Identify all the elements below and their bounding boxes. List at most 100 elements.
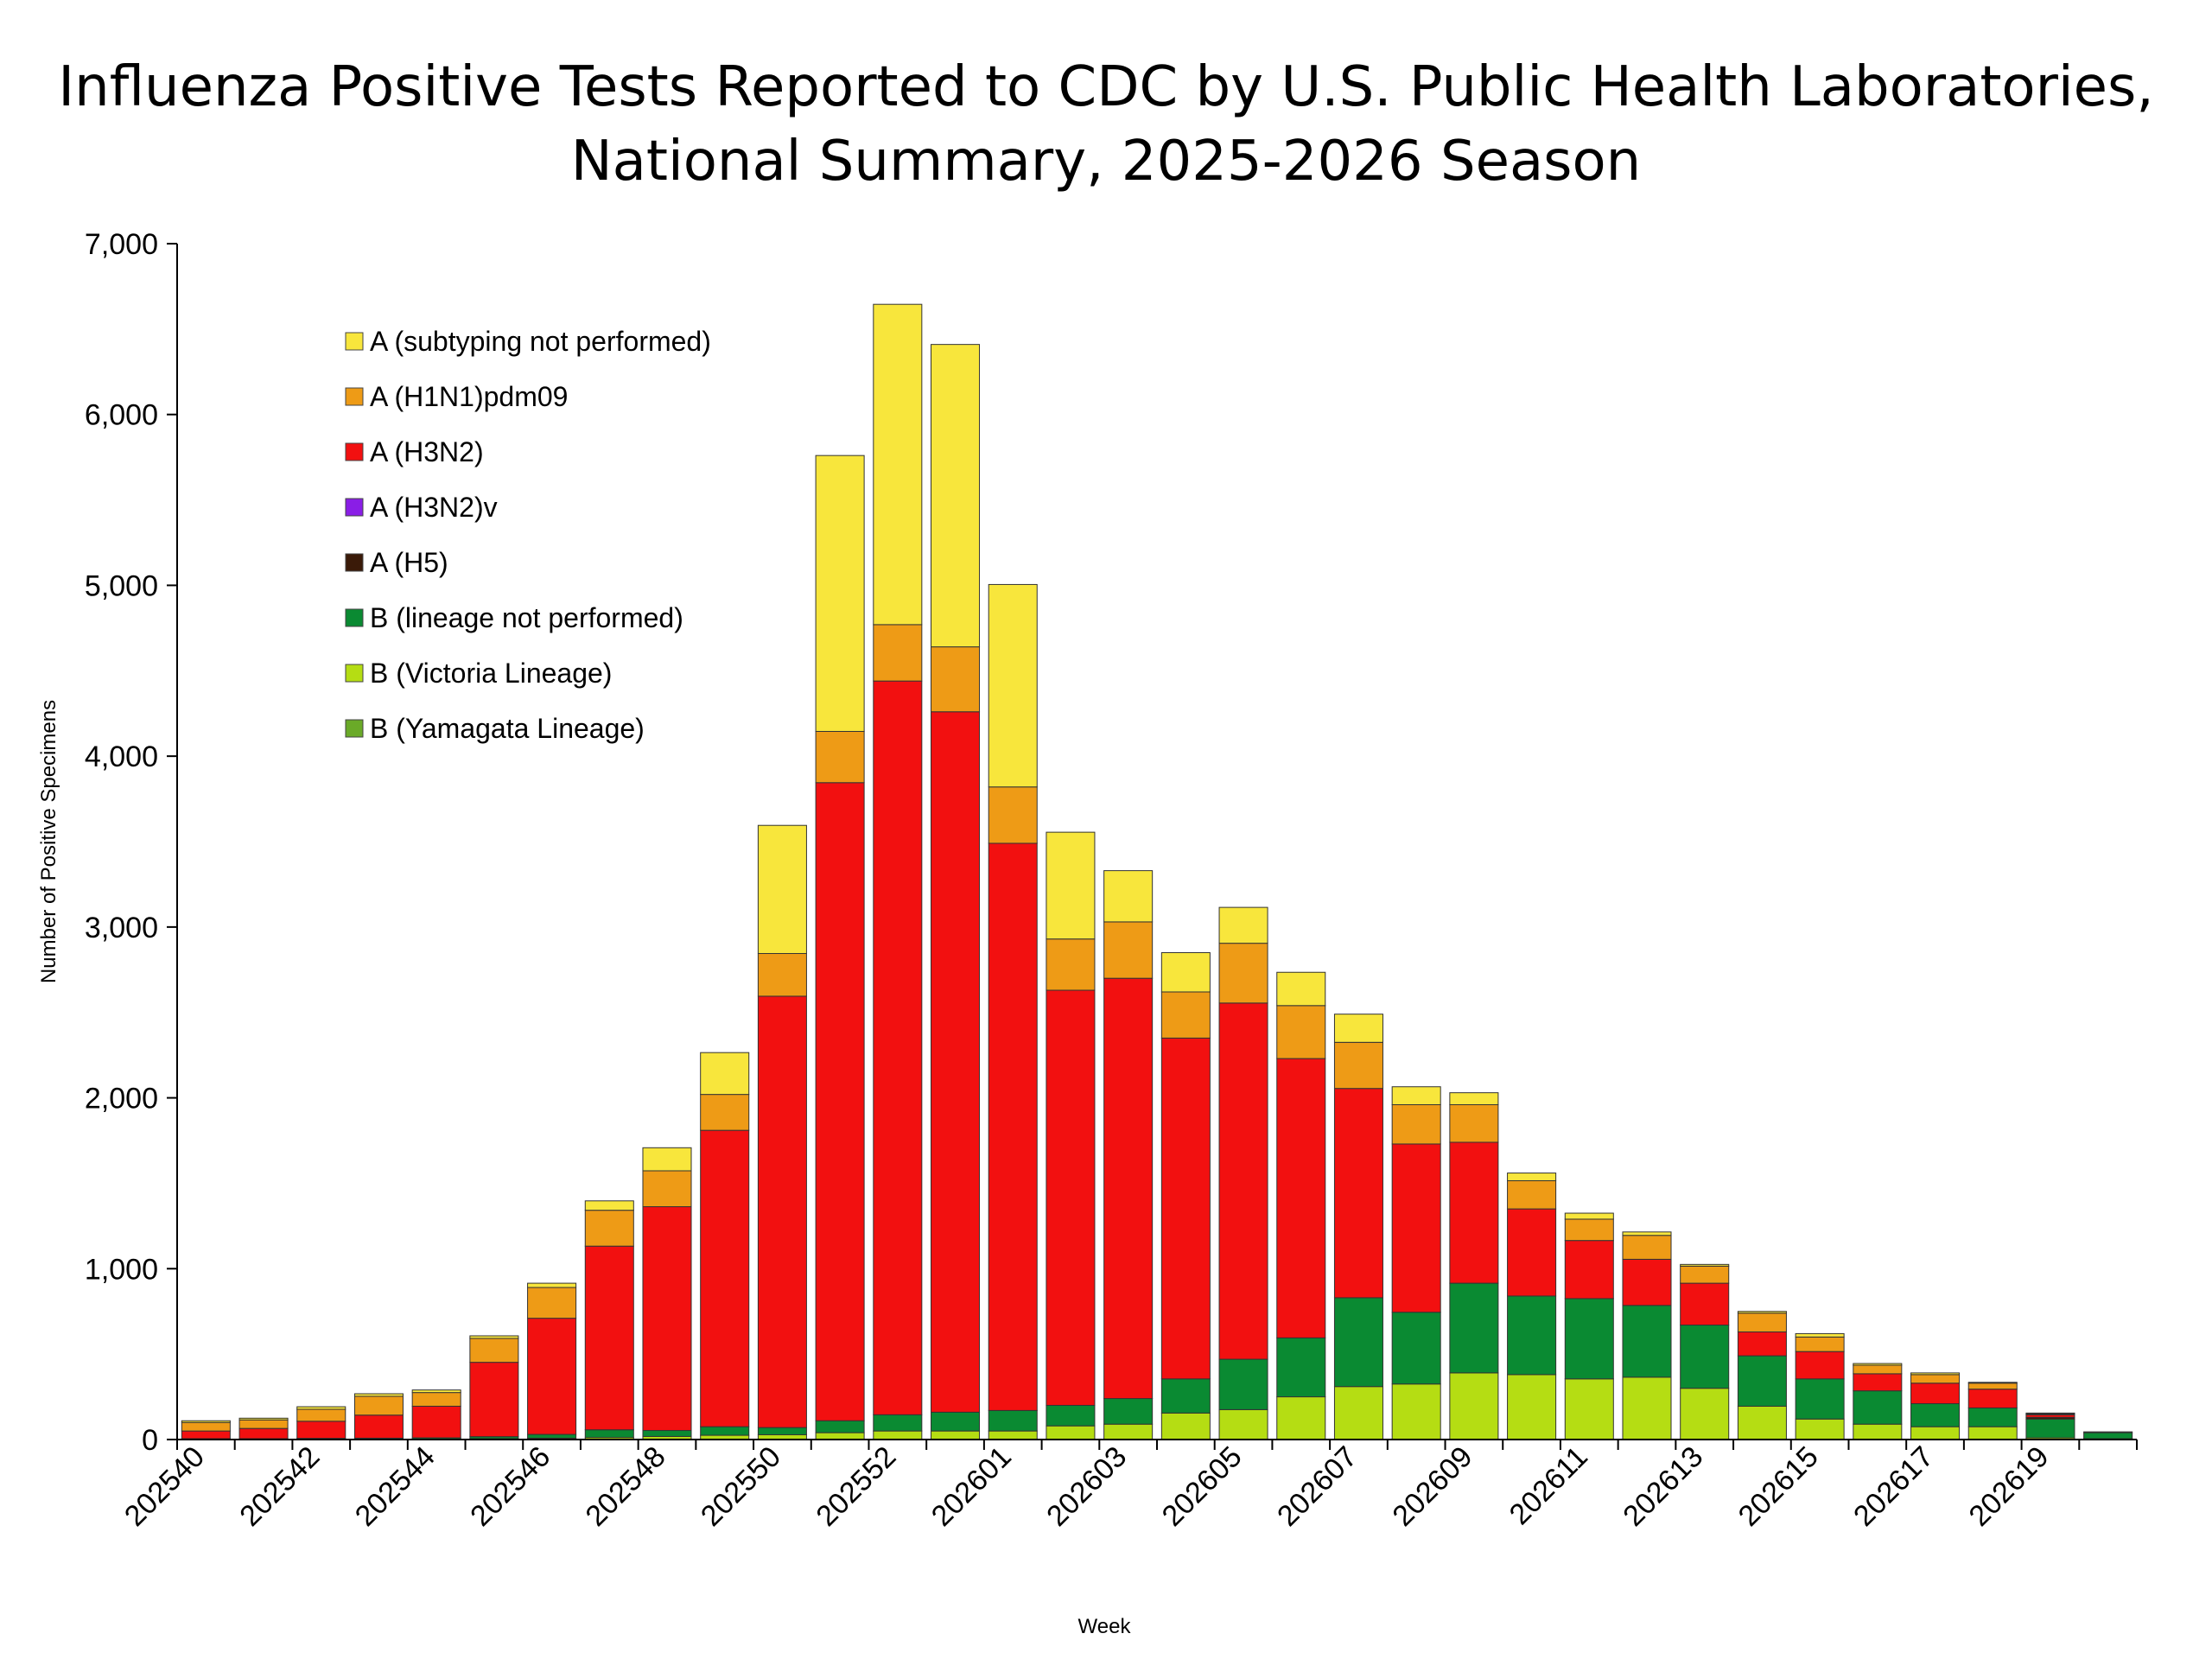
bar-202618-series-5	[1967, 1389, 2018, 1408]
bar-202615-series-5	[1795, 1351, 1845, 1380]
bar-202550-series-7	[757, 824, 807, 955]
bar-202604-series-7	[1160, 952, 1211, 993]
bar-202552-series-7	[873, 303, 923, 626]
bar-202617-series-6	[1910, 1374, 1961, 1384]
bar-202616-series-1	[1853, 1423, 1903, 1440]
bar-202547-series-7	[584, 1200, 634, 1211]
bar-202603-series-5	[1103, 977, 1154, 1400]
bar-202543-series-7	[353, 1393, 404, 1397]
bar-202613-series-6	[1680, 1265, 1730, 1284]
bar-202612-series-1	[1622, 1376, 1672, 1440]
bar-202606-series-7	[1276, 971, 1326, 1007]
bar-202603-series-1	[1103, 1423, 1154, 1440]
bar-202611-series-2	[1564, 1298, 1614, 1380]
bar-202549-series-6	[700, 1094, 750, 1131]
legend-label: A (subtyping not performed)	[370, 326, 711, 357]
bar-202611-series-6	[1564, 1218, 1614, 1242]
bar-202550-series-2	[757, 1427, 807, 1435]
y-tick-label: 2,000	[85, 1083, 158, 1116]
bar-202548-series-7	[642, 1147, 692, 1172]
bar-202608-series-7	[1391, 1086, 1441, 1105]
bar-202618-series-1	[1967, 1426, 2018, 1440]
bar-202615-series-2	[1795, 1378, 1845, 1420]
bar-202610-series-2	[1507, 1295, 1557, 1376]
bar-202609-series-5	[1449, 1141, 1499, 1284]
x-tick-label: 202544	[349, 1440, 442, 1533]
bar-202609-series-1	[1449, 1372, 1499, 1440]
legend-label: A (H5)	[370, 547, 448, 578]
bar-202544-series-7	[411, 1389, 461, 1394]
legend-swatch	[345, 442, 364, 461]
bar-202610-series-7	[1507, 1173, 1557, 1181]
x-tick-label: 202619	[1962, 1440, 2055, 1533]
bar-202604-series-5	[1160, 1037, 1211, 1380]
chart-title-line-1: Influenza Positive Tests Reported to CDC…	[58, 55, 2154, 119]
bar-202617-series-5	[1910, 1382, 1961, 1404]
bar-202619-series-7	[2025, 1412, 2075, 1414]
bar-202548-series-6	[642, 1170, 692, 1208]
bar-202620-series-3	[2083, 1431, 2133, 1433]
x-tick-label: 202540	[118, 1440, 211, 1533]
bar-202617-series-7	[1910, 1372, 1961, 1376]
bar-202604-series-1	[1160, 1412, 1211, 1440]
bar-202540-series-6	[181, 1421, 231, 1432]
bar-202610-series-1	[1507, 1374, 1557, 1440]
bar-202613-series-5	[1680, 1282, 1730, 1326]
bar-202541-series-5	[238, 1427, 289, 1440]
legend-label: A (H3N2)	[370, 436, 484, 467]
bar-202601-series-1	[988, 1430, 1038, 1440]
legend-label: A (H1N1)pdm09	[370, 381, 568, 412]
bar-202606-series-2	[1276, 1337, 1326, 1398]
bar-202548-series-2	[642, 1430, 692, 1437]
bar-202614-series-1	[1737, 1405, 1787, 1440]
bar-202616-series-2	[1853, 1390, 1903, 1425]
x-tick-label: 202542	[233, 1440, 326, 1533]
bar-202612-series-2	[1622, 1305, 1672, 1378]
x-tick-label: 202548	[580, 1440, 672, 1533]
bar-202553-series-5	[931, 711, 981, 1413]
bar-202619-series-2	[2025, 1418, 2075, 1439]
bar-202612-series-7	[1622, 1231, 1672, 1236]
bar-202616-series-6	[1853, 1364, 1903, 1375]
x-tick-label: 202607	[1271, 1440, 1363, 1533]
bar-202605-series-2	[1218, 1358, 1268, 1410]
bar-202605-series-6	[1218, 943, 1268, 1004]
legend-label: B (Yamagata Lineage)	[370, 713, 645, 744]
bar-202602-series-6	[1046, 938, 1096, 991]
bar-202605-series-1	[1218, 1408, 1268, 1440]
y-tick-label: 1,000	[85, 1253, 158, 1286]
bar-202545-series-5	[469, 1362, 519, 1438]
bar-202602-series-1	[1046, 1425, 1096, 1440]
x-tick-label: 202615	[1732, 1440, 1825, 1533]
bar-202547-series-5	[584, 1245, 634, 1431]
bar-202608-series-1	[1391, 1383, 1441, 1440]
bar-202610-series-6	[1507, 1179, 1557, 1210]
x-tick-label: 202546	[464, 1440, 556, 1533]
bar-202609-series-7	[1449, 1092, 1499, 1105]
bar-202542-series-7	[296, 1406, 346, 1410]
bar-202618-series-7	[1967, 1382, 2018, 1384]
bar-202613-series-7	[1680, 1263, 1730, 1267]
axes-group	[176, 244, 2137, 1440]
legend-swatch	[345, 332, 364, 351]
y-tick-label: 0	[142, 1424, 158, 1457]
bar-202617-series-2	[1910, 1402, 1961, 1427]
bar-202542-series-6	[296, 1408, 346, 1422]
y-tick-label: 5,000	[85, 569, 158, 602]
x-tick-label: 202613	[1617, 1440, 1709, 1533]
bar-202551-series-7	[815, 454, 865, 732]
bar-202541-series-6	[238, 1419, 289, 1429]
bar-202551-series-6	[815, 730, 865, 784]
bar-202552-series-2	[873, 1414, 923, 1432]
bar-202541-series-7	[238, 1417, 289, 1421]
bar-202609-series-2	[1449, 1282, 1499, 1374]
legend-label: A (H3N2)v	[370, 492, 498, 523]
legend-label: B (lineage not performed)	[370, 602, 683, 633]
bar-202607-series-7	[1333, 1014, 1383, 1043]
x-tick-label: 202605	[1156, 1440, 1249, 1533]
y-ticks-group: 0 1,000 2,000 3,000 4,000 5,000 6,000 7,000	[85, 228, 177, 1457]
x-tick-label: 202550	[695, 1440, 787, 1533]
bar-202605-series-5	[1218, 1002, 1268, 1360]
bar-202611-series-5	[1564, 1240, 1614, 1300]
bar-202549-series-7	[700, 1052, 750, 1096]
